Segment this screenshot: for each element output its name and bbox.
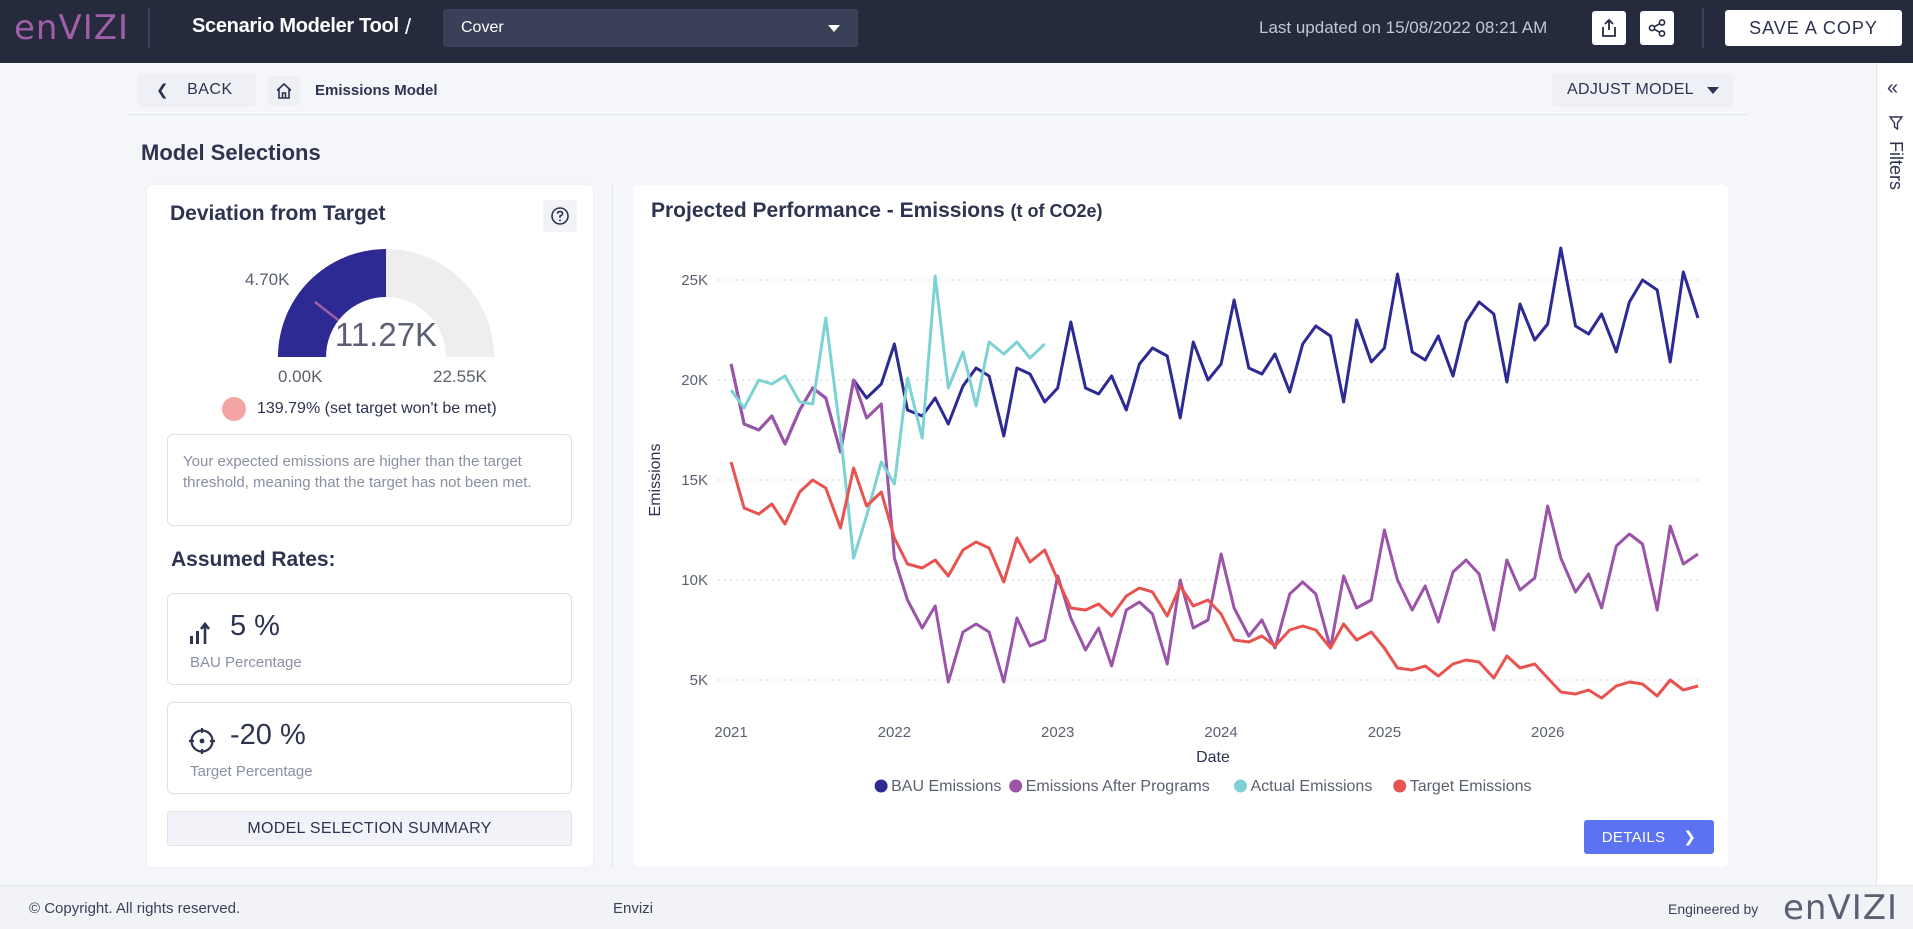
legend-label: Target Emissions <box>1410 778 1532 795</box>
target-crosshair-icon <box>189 728 215 754</box>
page-select-value: Cover <box>461 19 504 36</box>
target-rate-card: -20 % Target Percentage <box>167 702 572 794</box>
gauge-target-label: 4.70K <box>245 270 290 289</box>
status-percent: 139.79% <box>257 400 321 417</box>
series-line <box>729 246 1700 454</box>
title-separator: / <box>405 14 412 39</box>
double-chevron-left-icon[interactable]: « <box>1887 77 1899 99</box>
y-tick-label: 15K <box>681 472 708 489</box>
legend-label: BAU Emissions <box>891 778 1001 795</box>
page-title: Model Selections <box>141 140 321 165</box>
x-tick-label: 2022 <box>878 724 911 741</box>
last-updated: Last updated on 15/08/2022 08:21 AM <box>1259 18 1548 37</box>
back-label: BACK <box>187 81 233 98</box>
top-divider <box>148 8 150 48</box>
assumed-rates-title: Assumed Rates: <box>171 548 336 571</box>
home-icon <box>276 82 292 99</box>
chart-title-text: Projected Performance - Emissions <box>651 199 1005 222</box>
gauge-value: 11.27K <box>335 316 437 353</box>
deviation-title: Deviation from Target <box>170 202 386 225</box>
breadcrumb-divider <box>128 114 1748 115</box>
top-divider <box>1702 8 1704 48</box>
filter-icon[interactable] <box>1888 115 1904 131</box>
column-divider <box>612 185 613 867</box>
chart-title-unit: (t of CO2e) <box>1010 201 1103 221</box>
x-tick-label: 2024 <box>1204 724 1237 741</box>
help-icon <box>551 207 569 225</box>
back-button[interactable]: ❮ BACK <box>138 73 256 107</box>
gauge-target-marker <box>314 300 340 322</box>
chevron-left-icon: ❮ <box>156 82 170 99</box>
footer: © Copyright. All rights reserved. Envizi… <box>0 885 1913 929</box>
y-tick-label: 5K <box>690 672 708 689</box>
series-line <box>729 461 1699 700</box>
status-text: 139.79% (set target won't be met) <box>257 400 497 418</box>
status-note: (set target won't be met) <box>324 400 497 417</box>
bau-rate-value: 5 % <box>230 610 280 642</box>
top-bar: enVIZI Scenario Modeler Tool / Cover Las… <box>0 0 1913 63</box>
export-button[interactable] <box>1592 11 1626 45</box>
breadcrumb-current: Emissions Model <box>315 82 438 99</box>
save-a-copy-button[interactable]: SAVE A COPY <box>1725 10 1902 46</box>
gauge-min-label: 0.00K <box>278 367 323 386</box>
target-rate-value: -20 % <box>230 719 306 751</box>
y-tick-label: 20K <box>681 372 708 389</box>
home-button[interactable] <box>268 76 300 106</box>
series-line <box>729 274 1046 560</box>
status-indicator <box>222 397 246 421</box>
filters-rail: « Filters <box>1876 63 1913 885</box>
share-button[interactable] <box>1640 11 1674 45</box>
adjust-model-dropdown[interactable]: ADJUST MODEL <box>1552 73 1733 107</box>
caret-down-icon <box>1707 87 1719 94</box>
footer-brand: Envizi <box>613 900 654 917</box>
legend-marker <box>1393 779 1407 793</box>
caret-down-icon <box>828 25 840 32</box>
y-axis-label: Emissions <box>647 444 664 517</box>
copyright-text: © Copyright. All rights reserved. <box>29 900 241 917</box>
x-axis-label: Date <box>1196 749 1230 766</box>
chevron-right-icon: ❯ <box>1683 829 1697 846</box>
legend-marker <box>1009 779 1023 793</box>
filters-toggle[interactable]: Filters <box>1886 141 1906 190</box>
envizi-logo[interactable]: enVIZI <box>14 8 130 48</box>
help-button[interactable] <box>543 200 577 232</box>
growth-bars-icon <box>190 621 211 644</box>
page-select[interactable]: Cover <box>443 9 858 47</box>
legend-marker <box>874 779 888 793</box>
y-tick-label: 25K <box>681 272 708 289</box>
legend-marker <box>1234 779 1247 793</box>
engineered-by-text: Engineered by <box>1668 901 1759 917</box>
x-tick-label: 2025 <box>1368 724 1401 741</box>
legend-label: Actual Emissions <box>1251 778 1373 795</box>
x-tick-label: 2023 <box>1041 724 1074 741</box>
series-line <box>729 363 1699 684</box>
chart-title: Projected Performance - Emissions (t of … <box>651 199 1102 223</box>
gauge-max-label: 22.55K <box>433 367 488 386</box>
details-label: DETAILS <box>1601 828 1666 846</box>
model-selection-summary-button[interactable]: MODEL SELECTION SUMMARY <box>167 811 572 846</box>
share-network-icon <box>1648 19 1666 37</box>
target-rate-label: Target Percentage <box>190 763 313 780</box>
legend-label: Emissions After Programs <box>1026 778 1210 795</box>
x-tick-label: 2026 <box>1531 724 1564 741</box>
gauge-fill <box>278 249 386 357</box>
bau-rate-card: 5 % BAU Percentage <box>167 593 572 685</box>
adjust-model-label: ADJUST MODEL <box>1567 81 1694 98</box>
emissions-line-chart: 5K 10K 15K 20K 25K 2021 2022 2023 2024 2025 2026 Da… <box>647 246 1700 795</box>
x-tick-label: 2021 <box>714 724 747 741</box>
deviation-message: Your expected emissions are higher than … <box>167 434 572 526</box>
deviation-gauge: 4.70K 11.27K 0.00K 22.55K <box>245 249 494 386</box>
footer-envizi-logo: enVIZI <box>1783 888 1899 928</box>
bau-rate-label: BAU Percentage <box>190 654 302 671</box>
app-title: Scenario Modeler Tool <box>192 15 399 37</box>
upload-share-icon <box>1602 18 1616 37</box>
details-button[interactable]: DETAILS ❯ <box>1584 820 1714 854</box>
y-tick-label: 10K <box>681 572 708 589</box>
